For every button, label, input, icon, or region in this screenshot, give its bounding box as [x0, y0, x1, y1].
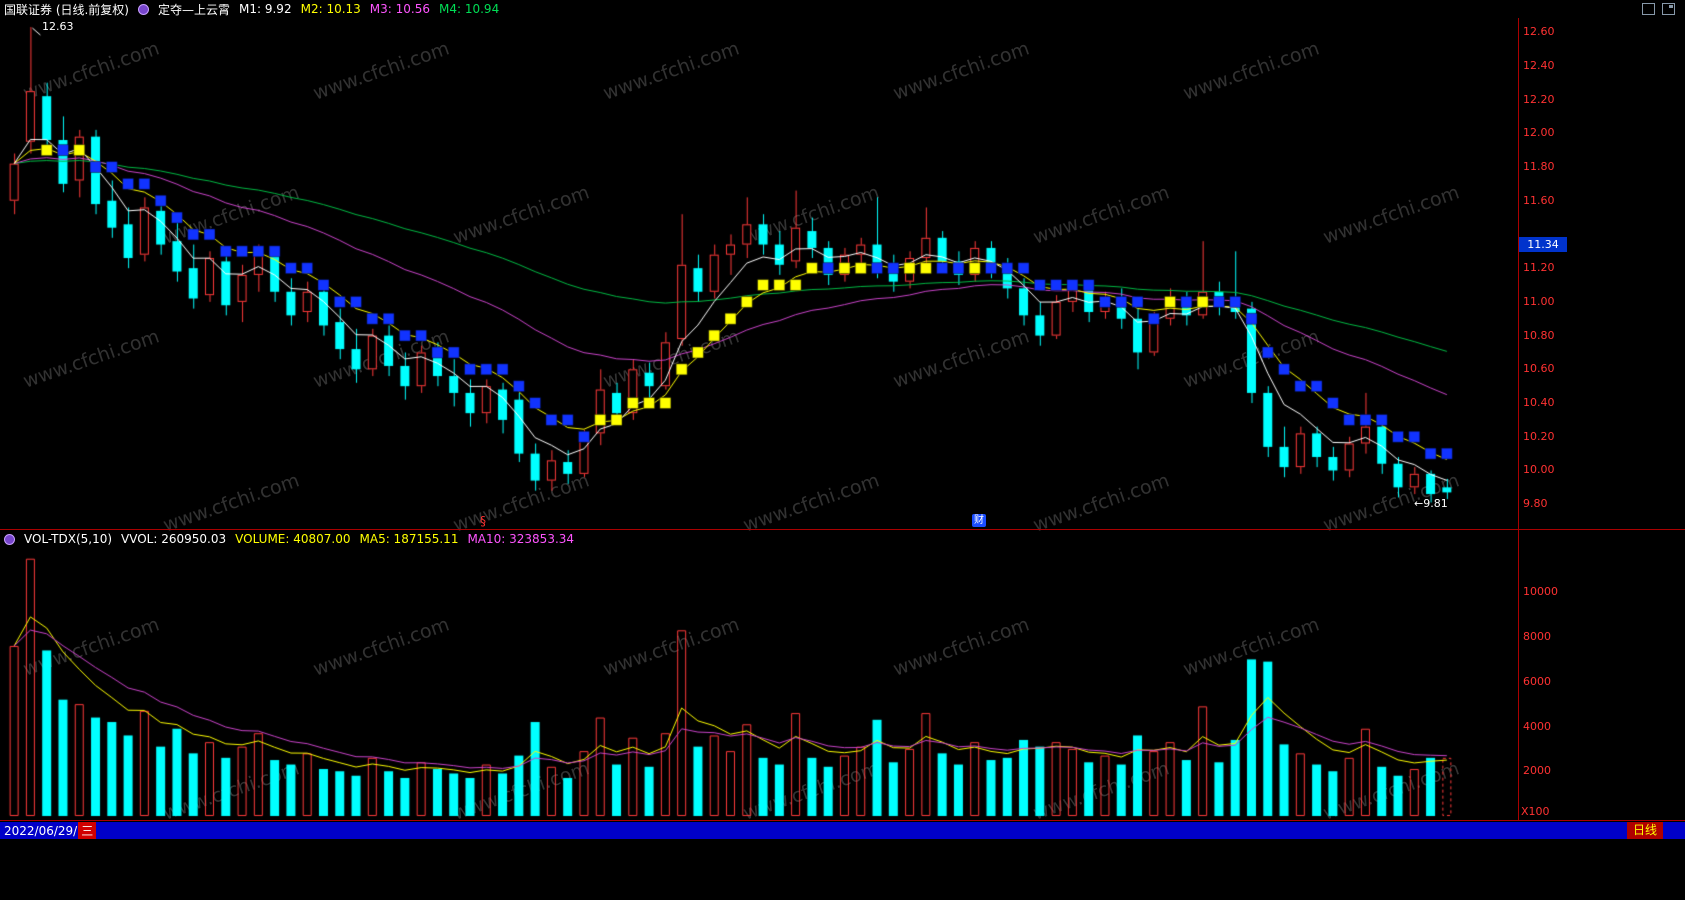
- volume-indicator-name[interactable]: VOL-TDX(5,10): [24, 532, 113, 546]
- panel-layout-icon[interactable]: [1662, 3, 1675, 15]
- indicator-param-m1: M1: 9.92: [239, 2, 292, 16]
- low-annotation: ←9.81: [1414, 497, 1448, 510]
- price-tick-label: 11.80: [1523, 159, 1555, 173]
- main-indicator-name[interactable]: 定夺—上云霄: [158, 2, 231, 17]
- titlebar-icons: [1642, 3, 1675, 15]
- vol-ma5-value: MA5: 187155.11: [359, 532, 459, 546]
- volume-tick-label: 2000: [1523, 764, 1551, 778]
- price-tick-label: 11.20: [1523, 261, 1555, 275]
- status-date: 2022/06/29/: [4, 823, 78, 838]
- vvol-value: VVOL: 260950.03: [121, 532, 227, 546]
- event-marker[interactable]: §: [480, 514, 486, 528]
- indicator-collapse-icon[interactable]: [138, 3, 149, 15]
- price-tick-label: 10.60: [1523, 362, 1555, 376]
- price-tick-label: 12.00: [1523, 126, 1555, 140]
- volume-unit-label: X100: [1521, 805, 1550, 818]
- last-price-badge: 11.34: [1519, 236, 1567, 252]
- price-tick-label: 10.00: [1523, 463, 1555, 477]
- pane-divider-line: [0, 529, 1685, 530]
- price-tick-label: 12.40: [1523, 58, 1555, 72]
- price-tick-label: 12.60: [1523, 25, 1555, 39]
- price-tick-label: 10.80: [1523, 328, 1555, 342]
- volume-header: VOL-TDX(5,10) VVOL: 260950.03 VOLUME: 40…: [4, 531, 574, 547]
- status-weekday: 三: [78, 822, 97, 839]
- price-tick-label: 10.20: [1523, 429, 1555, 443]
- event-marker[interactable]: 财: [972, 514, 986, 527]
- volume-tick-label: 8000: [1523, 630, 1551, 644]
- volume-tick-label: 10000: [1523, 585, 1558, 599]
- price-tick-label: 11.60: [1523, 193, 1555, 207]
- price-tick-label: 10.40: [1523, 396, 1555, 410]
- title-bar: 国联证券 (日线.前复权) 定夺—上云霄 M1: 9.92 M2: 10.13 …: [0, 0, 1685, 18]
- status-bar: 2022/06/29/ 三 日线: [0, 822, 1685, 839]
- price-tick-label: 11.00: [1523, 294, 1555, 308]
- expand-window-icon[interactable]: [1642, 3, 1655, 15]
- indicator-param-m3: M3: 10.56: [369, 2, 430, 16]
- bottom-divider-line: [0, 820, 1685, 821]
- price-tick-label: 9.80: [1523, 497, 1548, 511]
- vol-ma10-value: MA10: 323853.34: [467, 532, 575, 546]
- indicator-param-m2: M2: 10.13: [300, 2, 361, 16]
- indicator-param-m4: M4: 10.94: [439, 2, 500, 16]
- period-label[interactable]: 日线: [1626, 822, 1663, 839]
- volume-collapse-icon[interactable]: [4, 533, 15, 545]
- axis-divider-line: [1518, 18, 1519, 820]
- stock-title: 国联证券 (日线.前复权): [4, 2, 129, 17]
- price-tick-label: 12.20: [1523, 92, 1555, 106]
- volume-tick-label: 6000: [1523, 674, 1551, 688]
- volume-value: VOLUME: 40807.00: [235, 532, 351, 546]
- peak-annotation: 12.63: [42, 20, 74, 33]
- volume-tick-label: 4000: [1523, 719, 1551, 733]
